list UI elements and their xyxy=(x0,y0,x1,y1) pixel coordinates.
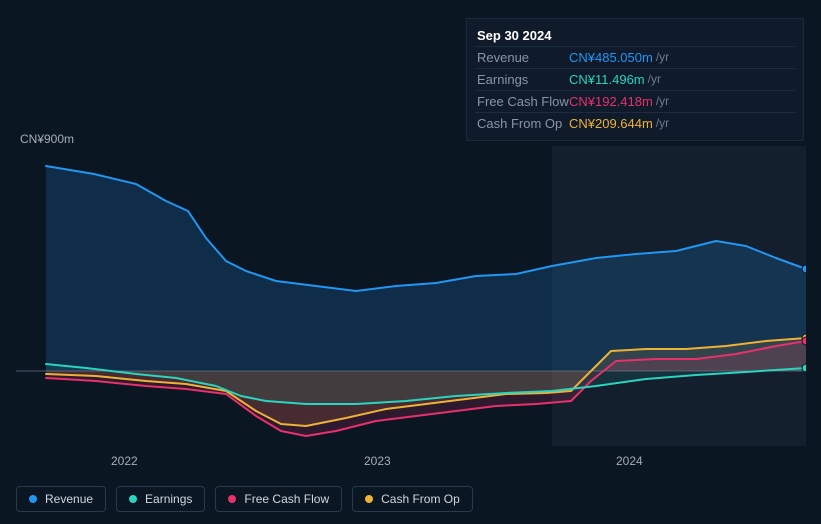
tooltip-row-value: CN¥192.418m xyxy=(569,94,653,109)
tooltip-row-unit: /yr xyxy=(648,72,661,87)
x-axis-label: 2024 xyxy=(616,454,643,468)
legend-item-label: Revenue xyxy=(45,492,93,506)
legend-item-earnings[interactable]: Earnings xyxy=(116,486,205,512)
tooltip-row-label: Earnings xyxy=(477,72,569,87)
chart-svg xyxy=(16,146,806,446)
financials-chart: CN¥900mCN¥0-CN¥300m 202220232024 Past xyxy=(16,122,806,472)
tooltip-row: RevenueCN¥485.050m/yr xyxy=(475,46,795,68)
legend-dot-icon xyxy=(129,495,137,503)
tooltip-row-unit: /yr xyxy=(656,94,669,109)
legend-item-revenue[interactable]: Revenue xyxy=(16,486,106,512)
legend-dot-icon xyxy=(365,495,373,503)
legend-dot-icon xyxy=(29,495,37,503)
tooltip-date: Sep 30 2024 xyxy=(475,25,795,46)
tooltip-row-unit: /yr xyxy=(656,50,669,65)
legend-dot-icon xyxy=(228,495,236,503)
y-axis-label: CN¥900m xyxy=(20,132,74,146)
tooltip-row-value: CN¥485.050m xyxy=(569,50,653,65)
x-axis-label: 2023 xyxy=(364,454,391,468)
legend-item-free_cash_flow[interactable]: Free Cash Flow xyxy=(215,486,342,512)
tooltip-row-label: Free Cash Flow xyxy=(477,94,569,109)
tooltip-row-value: CN¥11.496m xyxy=(569,72,645,87)
legend-item-label: Cash From Op xyxy=(381,492,460,506)
tooltip-row-label: Revenue xyxy=(477,50,569,65)
x-axis-label: 2022 xyxy=(111,454,138,468)
chart-legend: Revenue Earnings Free Cash Flow Cash From O… xyxy=(16,486,473,512)
tooltip-row: EarningsCN¥11.496m/yr xyxy=(475,68,795,90)
tooltip-row: Free Cash FlowCN¥192.418m/yr xyxy=(475,90,795,112)
legend-item-label: Free Cash Flow xyxy=(244,492,329,506)
legend-item-cash_from_op[interactable]: Cash From Op xyxy=(352,486,473,512)
legend-item-label: Earnings xyxy=(145,492,192,506)
